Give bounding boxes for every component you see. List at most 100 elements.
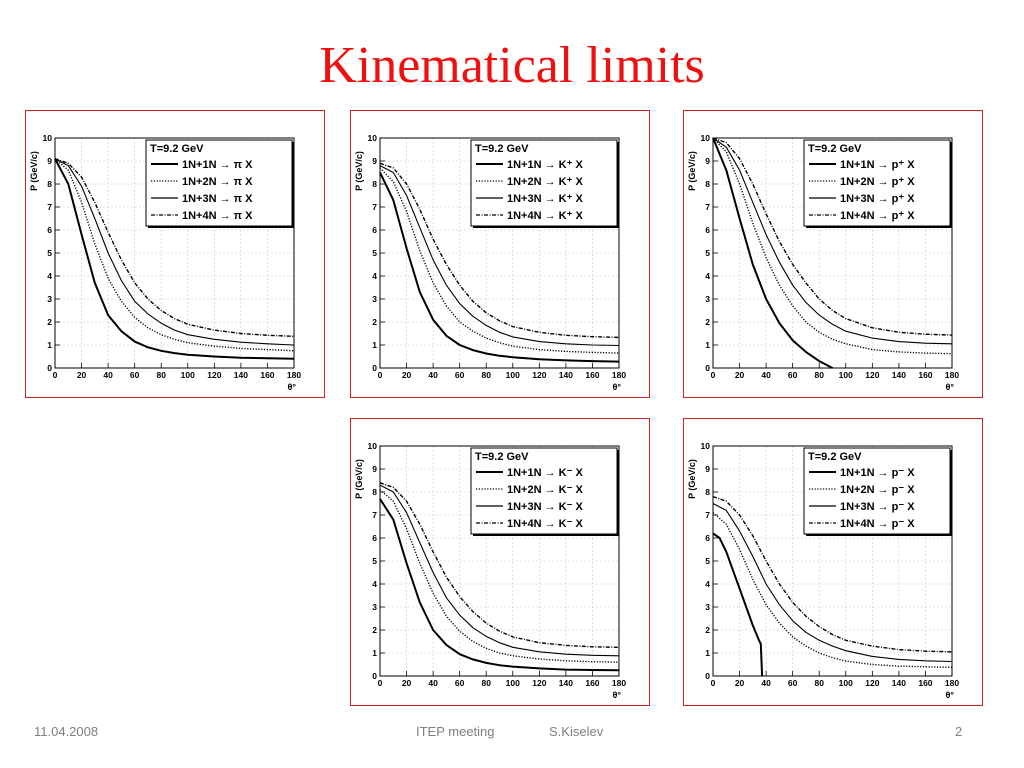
x-tick-label: 20 <box>402 370 412 380</box>
x-tick-label: 80 <box>481 370 491 380</box>
x-tick-label: 40 <box>761 678 771 688</box>
x-tick-label: 140 <box>892 678 906 688</box>
y-tick-label: 5 <box>705 248 710 258</box>
y-tick-label: 4 <box>705 271 710 281</box>
x-tick-label: 0 <box>378 678 383 688</box>
y-tick-label: 6 <box>372 533 377 543</box>
legend-entry-2: 1N+2N → K⁺ X <box>507 176 583 188</box>
legend-header: T=9.2 GeV <box>475 143 529 155</box>
x-tick-label: 100 <box>506 370 520 380</box>
legend-entry-2: 1N+2N → π X <box>182 176 253 188</box>
series-line-2 <box>54 158 295 352</box>
y-tick-label: 6 <box>47 225 52 235</box>
x-tick-label: 100 <box>506 678 520 688</box>
chart-panel-pminus: 0 20 40 60 80 100 120 140 160 180 0 1 2 3 4 5 6 7 8 9 10 P (G… <box>683 418 983 706</box>
series-line-2 <box>712 512 953 668</box>
y-tick-label: 0 <box>705 363 710 373</box>
y-tick-label: 9 <box>705 156 710 166</box>
y-tick-label: 7 <box>372 510 377 520</box>
x-tick-label: 60 <box>788 678 798 688</box>
legend-entry-2: 1N+2N → p⁻ X <box>840 484 915 496</box>
legend-entry-3: 1N+3N → K⁻ X <box>507 501 583 513</box>
series-line-3 <box>712 137 953 345</box>
footer-date: 11.04.2008 <box>34 724 99 739</box>
x-tick-label: 60 <box>455 370 465 380</box>
x-axis-label: θ° <box>946 382 955 392</box>
x-tick-label: 20 <box>402 678 412 688</box>
legend: T=9.2 GeV 1N+1N → p⁺ X 1N+2N → p⁺ X 1N+3N →… <box>803 139 952 228</box>
y-axis-label: P (GeV/c) <box>29 151 39 191</box>
y-tick-label: 9 <box>47 156 52 166</box>
y-tick-label: 3 <box>705 602 710 612</box>
y-tick-label: 2 <box>47 317 52 327</box>
legend-header: T=9.2 GeV <box>150 143 204 155</box>
chart-panel-kplus: 0 20 40 60 80 100 120 140 160 180 0 1 2 3 4 5 6 7 8 9 10 P (G… <box>350 110 650 398</box>
x-tick-label: 100 <box>839 370 853 380</box>
y-tick-label: 8 <box>47 179 52 189</box>
legend-header: T=9.2 GeV <box>475 451 529 463</box>
x-tick-label: 80 <box>156 370 166 380</box>
legend: T=9.2 GeV 1N+1N → K⁻ X 1N+2N → K⁻ X 1N+3N →… <box>470 447 619 536</box>
legend-box <box>145 139 293 227</box>
x-tick-label: 120 <box>532 370 546 380</box>
y-tick-label: 6 <box>372 225 377 235</box>
legend-header: T=9.2 GeV <box>808 451 862 463</box>
y-tick-label: 7 <box>705 510 710 520</box>
series-line-1 <box>379 172 620 363</box>
legend-box <box>470 139 618 227</box>
y-tick-label: 1 <box>372 340 377 350</box>
x-tick-label: 0 <box>711 370 716 380</box>
chart-pminus: 0 20 40 60 80 100 120 140 160 180 0 1 2 3 4 5 6 7 8 9 10 P (G… <box>687 441 959 700</box>
x-tick-label: 160 <box>585 678 599 688</box>
x-tick-label: 160 <box>918 678 932 688</box>
legend-entry-1: 1N+1N → p⁻ X <box>840 467 915 479</box>
y-axis-label: P (GeV/c) <box>354 151 364 191</box>
x-axis-label: θ° <box>613 382 622 392</box>
y-tick-label: 3 <box>705 294 710 304</box>
y-tick-label: 4 <box>372 271 377 281</box>
y-tick-label: 7 <box>705 202 710 212</box>
x-tick-label: 40 <box>103 370 113 380</box>
legend-entry-3: 1N+3N → K⁺ X <box>507 193 583 205</box>
y-tick-label: 10 <box>43 133 53 143</box>
legend-entry-1: 1N+1N → π X <box>182 159 253 171</box>
x-tick-label: 140 <box>559 678 573 688</box>
x-tick-label: 0 <box>53 370 58 380</box>
chart-kplus: 0 20 40 60 80 100 120 140 160 180 0 1 2 3 4 5 6 7 8 9 10 P (G… <box>354 133 626 392</box>
y-tick-label: 2 <box>372 317 377 327</box>
series-line-2 <box>712 137 953 355</box>
y-axis-label: P (GeV/c) <box>687 151 697 191</box>
chart-panel-kminus: 0 20 40 60 80 100 120 140 160 180 0 1 2 3 4 5 6 7 8 9 10 P (G… <box>350 418 650 706</box>
x-tick-label: 60 <box>455 678 465 688</box>
chart-kminus: 0 20 40 60 80 100 120 140 160 180 0 1 2 3 4 5 6 7 8 9 10 P (G… <box>354 441 626 700</box>
series-line-3 <box>712 503 953 663</box>
y-tick-label: 4 <box>47 271 52 281</box>
series-line-2 <box>379 167 620 354</box>
series-line-1 <box>712 137 833 369</box>
x-tick-label: 40 <box>761 370 771 380</box>
x-tick-label: 140 <box>892 370 906 380</box>
y-tick-label: 0 <box>705 671 710 681</box>
y-tick-label: 9 <box>705 464 710 474</box>
legend-entry-4: 1N+4N → K⁺ X <box>507 210 583 222</box>
legend-entry-4: 1N+4N → π X <box>182 210 253 222</box>
y-tick-label: 0 <box>372 671 377 681</box>
x-tick-label: 60 <box>788 370 798 380</box>
legend-box <box>470 447 618 535</box>
legend-entry-4: 1N+4N → p⁺ X <box>840 210 915 222</box>
series-line-4 <box>712 495 953 653</box>
series-line-1 <box>54 158 295 360</box>
x-tick-label: 180 <box>945 678 959 688</box>
legend-entry-4: 1N+4N → K⁻ X <box>507 518 583 530</box>
x-axis-label: θ° <box>613 690 622 700</box>
x-tick-label: 120 <box>865 370 879 380</box>
series-line-1 <box>712 532 764 677</box>
y-tick-label: 5 <box>372 556 377 566</box>
series-line-4 <box>379 162 620 339</box>
x-tick-label: 160 <box>585 370 599 380</box>
series-line-4 <box>54 158 295 337</box>
y-tick-label: 2 <box>705 625 710 635</box>
series-line-4 <box>379 482 620 648</box>
legend-entry-3: 1N+3N → p⁺ X <box>840 193 915 205</box>
y-axis-label: P (GeV/c) <box>354 459 364 499</box>
